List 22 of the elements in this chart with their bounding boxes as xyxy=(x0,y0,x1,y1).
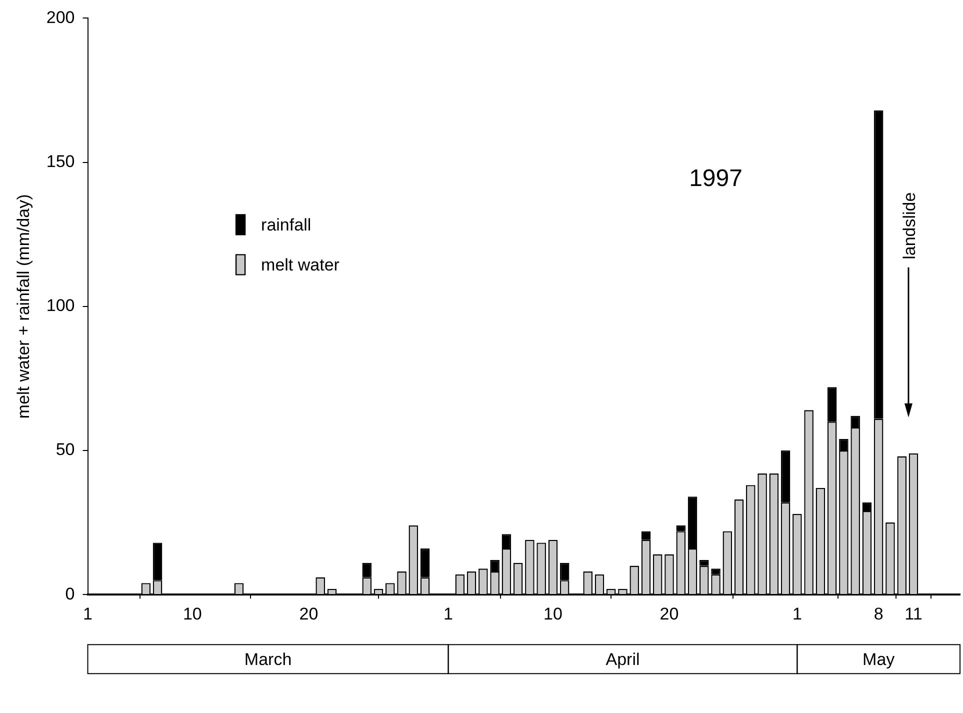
x-tick-label: 10 xyxy=(182,604,202,624)
x-tick-label: 10 xyxy=(543,604,562,624)
annotation: landslide xyxy=(900,192,920,260)
legend-label: rainfall xyxy=(261,215,312,234)
x-tick-label: 20 xyxy=(660,604,679,624)
y-tick-label: 50 xyxy=(56,440,75,460)
x-tick-label: 1 xyxy=(792,604,802,624)
text: April xyxy=(606,650,640,669)
x-tick-label: 11 xyxy=(904,604,922,624)
y-tick-label: 200 xyxy=(46,8,75,27)
y-tick-label: 150 xyxy=(46,152,75,171)
y-tick-label: 100 xyxy=(46,296,75,316)
x-tick-label: 1 xyxy=(444,604,454,624)
text: 1997 xyxy=(689,165,742,192)
y-tick-label: 0 xyxy=(65,584,75,604)
x-tick-label: 8 xyxy=(874,604,884,624)
y-axis-title: melt water + rainfall (mm/day) xyxy=(14,194,33,419)
x-tick-label: 1 xyxy=(83,604,92,624)
text: March xyxy=(244,650,292,669)
legend-label: melt water xyxy=(261,255,340,274)
text: May xyxy=(862,650,896,669)
x-tick-label: 20 xyxy=(299,604,318,624)
